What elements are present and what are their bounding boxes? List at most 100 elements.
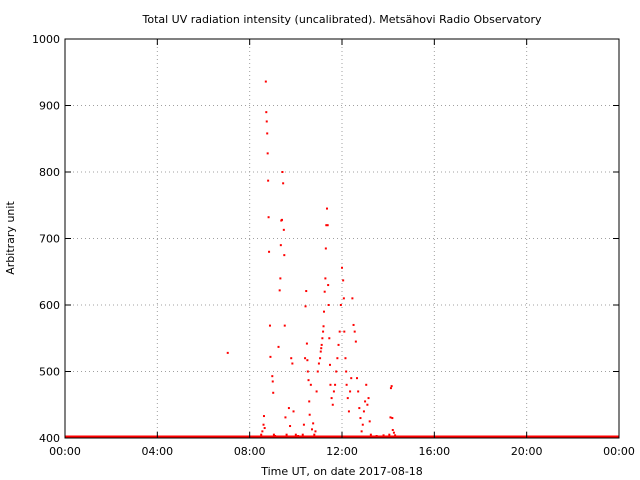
y-tick-label: 1000 (32, 33, 60, 46)
data-point (292, 410, 295, 413)
data-point (268, 250, 271, 253)
data-point (352, 323, 355, 326)
data-point (334, 383, 337, 386)
data-point (320, 343, 323, 346)
data-point (302, 423, 305, 426)
data-point (306, 370, 309, 373)
data-point (371, 435, 374, 438)
data-point (345, 370, 348, 373)
data-point (375, 435, 378, 438)
y-tick-label: 400 (39, 432, 60, 445)
data-point (322, 310, 325, 313)
y-axis-label: Arbitrary unit (4, 201, 17, 275)
data-point (389, 416, 392, 419)
data-point (274, 435, 277, 438)
data-point (315, 390, 318, 393)
data-point (326, 224, 329, 227)
data-point (262, 415, 265, 418)
data-point (343, 330, 346, 333)
data-point (267, 216, 270, 219)
data-point (310, 428, 313, 431)
data-point (361, 423, 364, 426)
data-point (305, 290, 308, 293)
data-point (389, 387, 392, 390)
data-point (287, 407, 290, 410)
data-point (272, 433, 275, 436)
data-point (338, 330, 341, 333)
data-point (330, 397, 333, 400)
data-point (282, 228, 285, 231)
data-point (284, 416, 287, 419)
data-point (264, 80, 267, 83)
data-point (262, 423, 265, 426)
data-point (392, 431, 395, 434)
data-point (356, 377, 359, 380)
data-point (362, 410, 365, 413)
y-tick-label: 800 (39, 166, 60, 179)
data-point (341, 266, 343, 269)
data-point (332, 390, 335, 393)
data-point (316, 370, 319, 373)
data-point (283, 324, 286, 327)
data-point (391, 429, 394, 432)
data-point (349, 390, 352, 393)
data-point (351, 297, 354, 300)
data-point (278, 289, 281, 292)
data-point (314, 430, 317, 433)
data-point (271, 380, 274, 383)
data-point (290, 357, 293, 360)
data-point (263, 427, 266, 430)
data-point (382, 434, 385, 437)
data-point (345, 383, 348, 386)
data-point (342, 297, 345, 300)
data-point (309, 383, 312, 386)
data-point (294, 433, 297, 436)
grid-lines (65, 39, 619, 438)
data-point (291, 362, 294, 365)
data-point (367, 397, 370, 400)
data-point (391, 417, 394, 420)
data-point (365, 383, 368, 386)
data-point (308, 413, 311, 416)
data-point (269, 355, 272, 358)
data-point (347, 410, 350, 413)
data-point (339, 304, 342, 306)
axis-ticks: 00:00 04:00 08:00 12:00 16:00 20:00 00:0040050… (32, 33, 635, 458)
data-point (360, 430, 363, 433)
data-point (327, 284, 330, 287)
data-point (369, 433, 372, 436)
data-point (319, 350, 322, 353)
data-point (313, 433, 316, 436)
data-point (354, 340, 357, 343)
data-point (331, 403, 334, 406)
chart-title: Total UV radiation intensity (uncalibrat… (142, 13, 542, 26)
data-point (325, 207, 328, 210)
data-point (297, 435, 300, 438)
x-tick-label: 12:00 (326, 445, 358, 458)
y-tick-label: 600 (39, 299, 60, 312)
data-point (322, 330, 325, 333)
data-point (272, 391, 275, 394)
data-point (328, 363, 331, 366)
data-point (271, 375, 274, 378)
x-tick-label: 00:00 (603, 445, 635, 458)
data-point (364, 400, 367, 403)
x-tick-label: 20:00 (511, 445, 543, 458)
data-point (281, 171, 284, 173)
data-point (312, 422, 315, 425)
data-point (394, 434, 397, 437)
data-point (388, 433, 391, 436)
data-point (301, 433, 304, 436)
data-point (283, 254, 286, 257)
data-point (266, 152, 269, 155)
data-point (319, 357, 322, 360)
data-point (342, 279, 345, 282)
x-tick-label: 04:00 (141, 445, 173, 458)
data-point (268, 324, 271, 327)
data-point (277, 345, 280, 348)
data-point (304, 357, 307, 360)
data-point (265, 111, 268, 114)
x-tick-label: 00:00 (49, 445, 81, 458)
data-point (323, 290, 326, 293)
data-point (324, 247, 327, 250)
